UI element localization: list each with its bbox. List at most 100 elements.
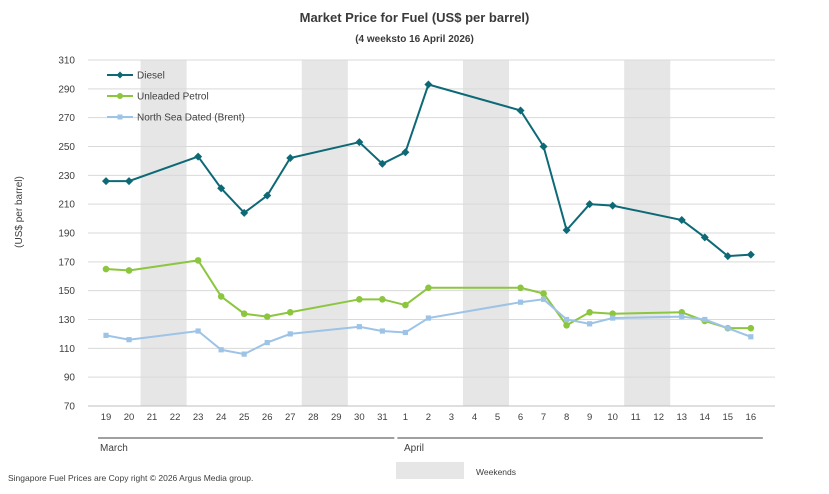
month-label-april: April: [404, 443, 425, 454]
data-point: [677, 216, 686, 225]
month-label-march: March: [100, 443, 128, 454]
y-tick-label: 150: [58, 286, 75, 297]
data-point: [517, 284, 524, 292]
x-tick-label: 7: [541, 412, 546, 423]
data-point: [217, 293, 225, 300]
data-point: [379, 328, 385, 334]
data-point: [378, 159, 387, 168]
x-tick-label: 23: [193, 412, 204, 423]
data-point: [125, 177, 134, 186]
y-tick-label: 310: [58, 56, 75, 67]
data-point: [286, 308, 294, 316]
x-tick-label: 13: [676, 412, 687, 423]
data-point: [609, 310, 616, 318]
legend-label: Unleaded Petrol: [137, 92, 209, 103]
data-point: [217, 184, 226, 193]
y-tick-label: 110: [59, 344, 75, 355]
data-point: [194, 257, 202, 264]
x-tick-label: 28: [308, 412, 319, 423]
data-point: [194, 152, 203, 161]
data-point: [102, 265, 110, 273]
data-point: [516, 106, 525, 115]
x-tick-label: 15: [723, 412, 734, 423]
legend-label: North Sea Dated (Brent): [137, 113, 245, 124]
y-tick-label: 230: [58, 171, 75, 182]
data-point: [610, 315, 616, 321]
data-point: [586, 308, 593, 316]
data-point: [563, 321, 570, 329]
y-tick-label: 90: [64, 373, 76, 384]
data-point: [195, 328, 201, 334]
x-tick-label: 24: [216, 412, 227, 423]
data-point: [702, 316, 708, 323]
x-tick-label: 9: [587, 412, 592, 423]
x-tick-label: 29: [331, 412, 342, 423]
data-point: [562, 226, 571, 235]
x-tick-label: 14: [699, 412, 710, 423]
x-tick-label: 25: [239, 412, 250, 423]
data-point: [401, 148, 410, 157]
x-tick-label: 10: [607, 412, 618, 423]
data-point: [539, 142, 548, 151]
data-point: [356, 324, 362, 330]
x-tick-label: 12: [653, 412, 664, 423]
data-point: [102, 177, 110, 186]
data-point: [517, 299, 524, 305]
y-tick-label: 270: [58, 113, 75, 124]
data-point: [103, 332, 109, 338]
y-tick-label: 70: [64, 402, 76, 413]
data-point: [286, 154, 295, 163]
series-line: [106, 83, 751, 258]
x-tick-label: 5: [495, 412, 500, 423]
data-point: [402, 301, 409, 309]
x-tick-label: 19: [101, 412, 112, 423]
data-point: [679, 314, 685, 320]
x-tick-label: 1: [403, 412, 408, 423]
data-point: [425, 315, 432, 321]
legend-marker: [117, 93, 123, 99]
data-point: [748, 334, 754, 340]
x-tick-label: 31: [377, 412, 388, 423]
x-tick-label: 21: [147, 412, 158, 423]
series-line: [105, 259, 751, 330]
data-point: [287, 331, 293, 337]
data-point: [723, 252, 732, 261]
data-point: [540, 296, 547, 302]
data-point: [263, 313, 271, 320]
data-point: [355, 138, 364, 147]
y-tick-label: 210: [58, 200, 75, 211]
data-point: [125, 267, 133, 274]
data-point: [747, 324, 755, 332]
y-tick-label: 250: [58, 142, 75, 153]
x-tick-label: 4: [472, 412, 477, 423]
x-tick-label: 11: [631, 412, 641, 423]
data-point: [587, 321, 593, 327]
data-point: [263, 191, 272, 200]
x-tick-label: 3: [449, 412, 454, 423]
legend-label: Diesel: [137, 71, 165, 82]
copyright-footer: Singapore Fuel Prices are Copy right © 2…: [8, 473, 254, 483]
x-tick-label: 27: [285, 412, 296, 423]
data-point: [424, 80, 433, 89]
weekends-legend-label: Weekends: [476, 467, 517, 477]
data-point: [241, 351, 247, 357]
data-point: [608, 201, 617, 210]
y-tick-label: 190: [58, 229, 75, 240]
data-point: [402, 329, 408, 336]
chart-title: Market Price for Fuel (US$ per barrel): [299, 10, 530, 25]
x-tick-label: 22: [170, 412, 181, 423]
data-point: [585, 200, 594, 209]
data-point: [240, 208, 249, 217]
data-point: [678, 308, 686, 316]
chart-subtitle: (4 weeksto 16 April 2026): [355, 34, 474, 45]
legend-marker: [116, 71, 124, 79]
data-point: [356, 296, 363, 303]
series-line: [105, 298, 752, 356]
data-point: [425, 284, 432, 292]
data-point: [218, 347, 224, 353]
x-tick-label: 26: [262, 412, 273, 423]
x-tick-label: 30: [354, 412, 365, 423]
data-point: [379, 296, 386, 303]
data-point: [564, 316, 570, 323]
